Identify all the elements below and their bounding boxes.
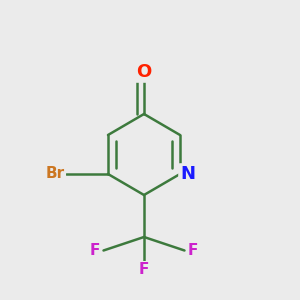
Text: F: F — [188, 243, 198, 258]
Text: F: F — [139, 262, 149, 278]
Text: N: N — [180, 165, 195, 183]
Text: O: O — [136, 63, 152, 81]
Text: F: F — [90, 243, 101, 258]
Text: Br: Br — [45, 167, 64, 182]
